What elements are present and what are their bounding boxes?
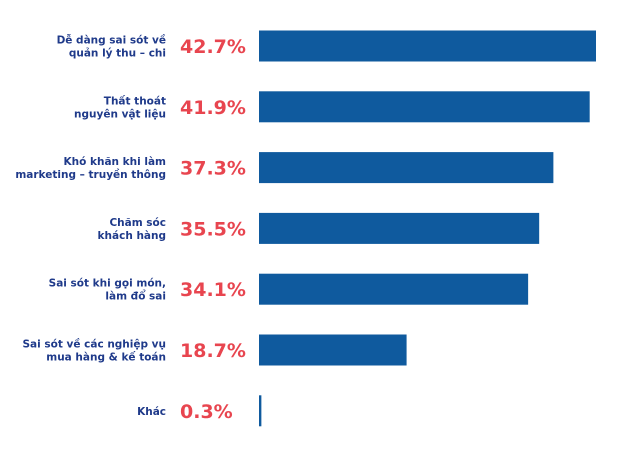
category-label-line: Sai sót khi gọi món, bbox=[49, 278, 166, 290]
bar bbox=[259, 152, 554, 184]
category-label-line: marketing – truyền thông bbox=[15, 168, 166, 181]
category-label-line: Thất thoát bbox=[104, 94, 166, 107]
bar bbox=[259, 91, 590, 123]
value-label: 34.1% bbox=[180, 279, 246, 301]
bar bbox=[259, 30, 596, 62]
value-label: 41.9% bbox=[180, 97, 246, 119]
bar bbox=[259, 212, 540, 244]
category-label: Khó khăn khi làm marketing – truyền thông bbox=[15, 156, 166, 181]
bar bbox=[259, 273, 529, 305]
category-label: Sai sót về các nghiệp vụ mua hàng & kế to… bbox=[22, 338, 166, 364]
category-label-line: Chăm sóc bbox=[109, 217, 166, 229]
category-label: Chăm sóc khách hàng bbox=[98, 217, 166, 242]
category-label: Sai sót khi gọi món, làm đổ sai bbox=[49, 278, 166, 303]
category-label: Thất thoát nguyên vật liệu bbox=[74, 94, 166, 120]
category-label-line: quản lý thu – chi bbox=[69, 48, 166, 60]
category-label-line: Sai sót về các nghiệp vụ bbox=[22, 338, 166, 351]
category-label-line: mua hàng & kế toán bbox=[46, 351, 166, 364]
value-label: 35.5% bbox=[180, 218, 246, 240]
category-label-line: Khó khăn khi làm bbox=[64, 156, 167, 168]
category-label-line: làm đổ sai bbox=[105, 290, 166, 303]
value-label: 18.7% bbox=[180, 340, 246, 362]
bar bbox=[259, 395, 262, 427]
value-label: 0.3% bbox=[180, 401, 233, 423]
category-label-line: Dễ dàng sai sót về bbox=[57, 34, 166, 47]
category-label-line: nguyên vật liệu bbox=[74, 108, 166, 120]
bar bbox=[259, 334, 407, 366]
category-label-line: khách hàng bbox=[98, 230, 166, 242]
category-label-line: Khác bbox=[137, 406, 166, 418]
category-label: Khác bbox=[137, 406, 166, 418]
value-label: 42.7% bbox=[180, 36, 246, 58]
category-label: Dễ dàng sai sót về quản lý thu – chi bbox=[57, 34, 166, 60]
value-label: 37.3% bbox=[180, 158, 246, 180]
